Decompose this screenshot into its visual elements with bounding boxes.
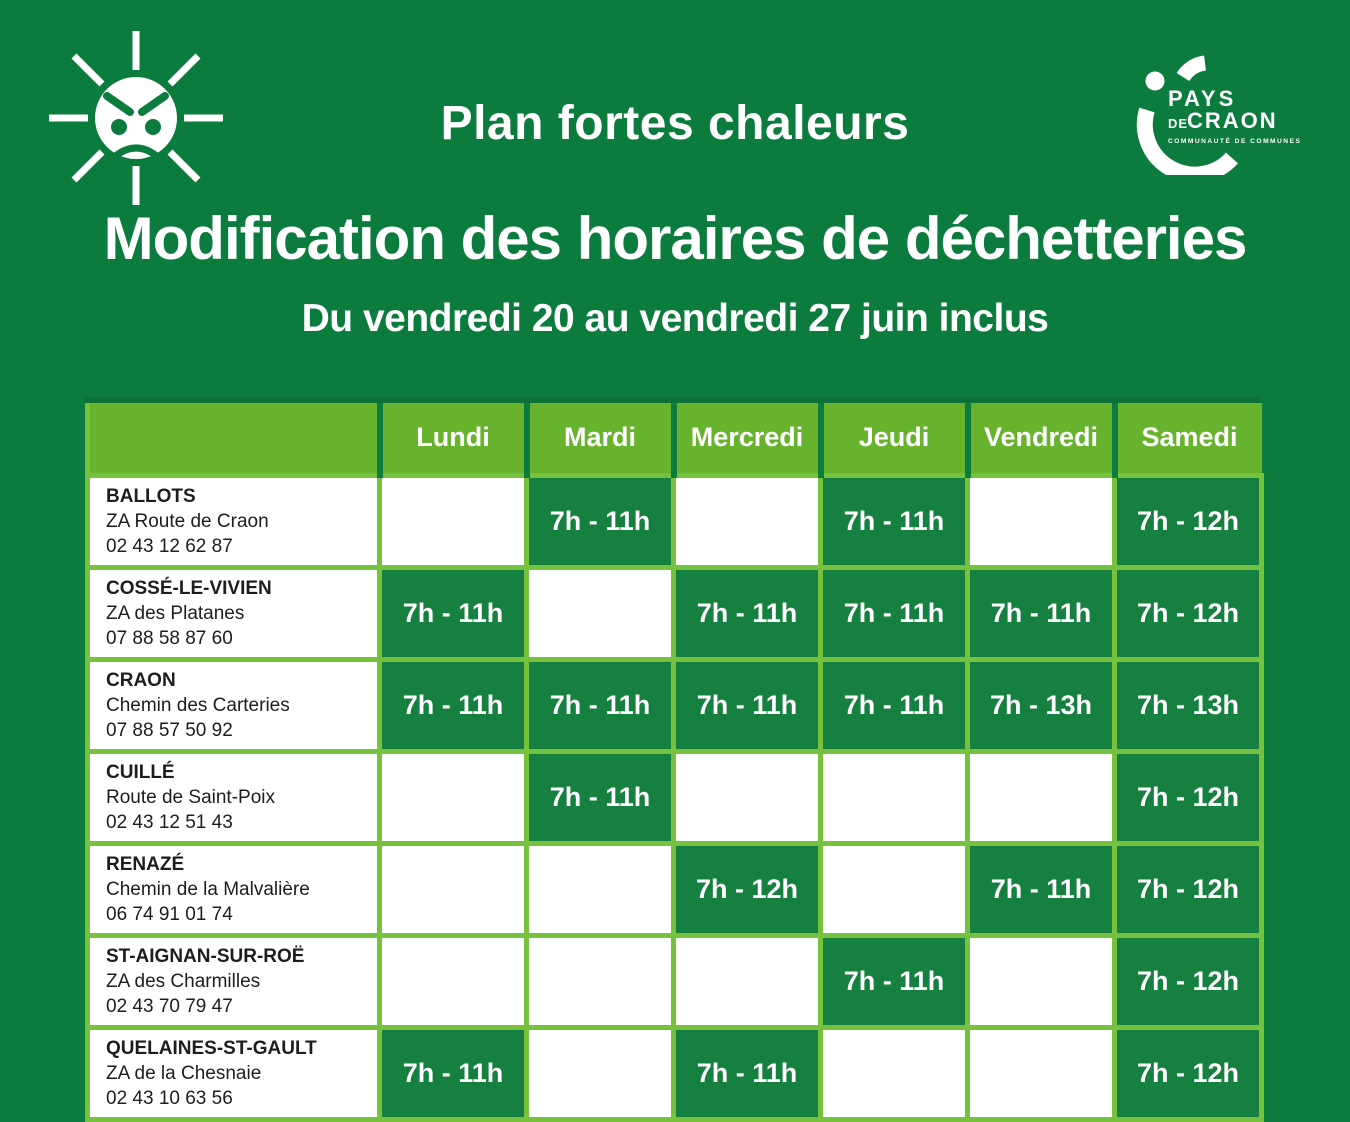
- site-phone: 07 88 58 87 60: [106, 627, 233, 649]
- site-cell: QUELAINES-ST-GAULT ZA de la Chesnaie 02 …: [85, 1024, 382, 1122]
- site-phone: 02 43 70 79 47: [106, 995, 233, 1017]
- hours-cell: [524, 1024, 676, 1122]
- site-phone: 02 43 12 51 43: [106, 811, 233, 833]
- hours-cell: 7h - 11h: [671, 1024, 823, 1122]
- site-phone: 02 43 12 62 87: [106, 535, 233, 557]
- site-address: ZA Route de Craon: [106, 510, 269, 532]
- hours-cell: [965, 1024, 1117, 1122]
- hours-cell: [524, 932, 676, 1030]
- page-title: Plan fortes chaleurs: [440, 97, 910, 150]
- hours-cell: [377, 840, 529, 938]
- day-header-samedi: Samedi: [1111, 397, 1262, 478]
- site-address: Chemin de la Malvalière: [106, 878, 310, 900]
- site-cell: BALLOTS ZA Route de Craon 02 43 12 62 87: [85, 472, 382, 570]
- day-header-vendredi: Vendredi: [964, 397, 1115, 478]
- day-header-jeudi: Jeudi: [817, 397, 968, 478]
- hours-cell: [965, 932, 1117, 1030]
- schedule-table: Lundi Mardi Mercredi Jeudi Vendredi Same…: [85, 397, 1264, 1122]
- table-row: COSSÉ-LE-VIVIEN ZA des Platanes 07 88 58…: [85, 564, 1264, 662]
- day-header-lundi: Lundi: [376, 397, 527, 478]
- hours-cell: [377, 932, 529, 1030]
- day-header-mardi: Mardi: [523, 397, 674, 478]
- site-name: CUILLÉ: [106, 761, 175, 783]
- site-address: Route de Saint-Poix: [106, 786, 275, 808]
- hours-cell: 7h - 12h: [1112, 932, 1264, 1030]
- hours-cell: 7h - 11h: [524, 656, 676, 754]
- site-name: CRAON: [106, 669, 176, 691]
- hours-cell: 7h - 11h: [818, 932, 970, 1030]
- table-row: RENAZÉ Chemin de la Malvalière 06 74 91 …: [85, 840, 1264, 938]
- hours-cell: [671, 748, 823, 846]
- site-cell: CRAON Chemin des Carteries 07 88 57 50 9…: [85, 656, 382, 754]
- hours-cell: 7h - 11h: [818, 472, 970, 570]
- smile-arc-logo-mark: [1136, 55, 1238, 175]
- angry-sun-icon: [49, 31, 223, 205]
- hours-cell: [818, 748, 970, 846]
- site-address: Chemin des Carteries: [106, 694, 290, 716]
- site-phone: 06 74 91 01 74: [106, 903, 233, 925]
- day-header-mercredi: Mercredi: [670, 397, 821, 478]
- hours-cell: 7h - 11h: [377, 656, 529, 754]
- hours-cell: 7h - 11h: [671, 656, 823, 754]
- logo-text-craon: CRAON: [1187, 108, 1278, 133]
- hours-cell: 7h - 12h: [1112, 564, 1264, 662]
- hours-cell: [818, 840, 970, 938]
- hours-cell: [965, 748, 1117, 846]
- site-name: RENAZÉ: [106, 853, 185, 875]
- site-name: QUELAINES-ST-GAULT: [106, 1037, 317, 1059]
- logo-text-de: DE: [1168, 116, 1188, 131]
- site-name: COSSÉ-LE-VIVIEN: [106, 577, 272, 599]
- hours-cell: [671, 932, 823, 1030]
- hours-cell: 7h - 11h: [818, 564, 970, 662]
- pays-de-craon-logo: PAYS DE CRAON COMMUNAUTÉ DE COMMUNES: [1136, 55, 1301, 175]
- corner-cell: [85, 397, 380, 478]
- site-cell: COSSÉ-LE-VIVIEN ZA des Platanes 07 88 58…: [85, 564, 382, 662]
- site-name: BALLOTS: [106, 485, 196, 507]
- hours-cell: [671, 472, 823, 570]
- hours-cell: 7h - 11h: [818, 656, 970, 754]
- hours-cell: 7h - 11h: [377, 1024, 529, 1122]
- table-row: CUILLÉ Route de Saint-Poix 02 43 12 51 4…: [85, 748, 1264, 846]
- table-row: QUELAINES-ST-GAULT ZA de la Chesnaie 02 …: [85, 1024, 1264, 1122]
- hours-cell: [818, 1024, 970, 1122]
- logo-tagline: COMMUNAUTÉ DE COMMUNES: [1168, 136, 1301, 145]
- table-row: ST-AIGNAN-SUR-ROË ZA des Charmilles 02 4…: [85, 932, 1264, 1030]
- logo-text-pays: PAYS: [1168, 86, 1236, 111]
- hours-cell: [524, 564, 676, 662]
- site-address: ZA des Platanes: [106, 602, 245, 624]
- site-name: ST-AIGNAN-SUR-ROË: [106, 945, 305, 967]
- main-heading: Modification des horaires de déchetterie…: [103, 205, 1248, 272]
- site-phone: 02 43 10 63 56: [106, 1087, 233, 1109]
- table-row: BALLOTS ZA Route de Craon 02 43 12 62 87…: [85, 472, 1264, 570]
- hours-cell: 7h - 12h: [1112, 840, 1264, 938]
- hours-cell: 7h - 11h: [524, 472, 676, 570]
- hours-cell: 7h - 11h: [377, 564, 529, 662]
- hours-cell: 7h - 12h: [1112, 472, 1264, 570]
- site-cell: CUILLÉ Route de Saint-Poix 02 43 12 51 4…: [85, 748, 382, 846]
- site-cell: ST-AIGNAN-SUR-ROË ZA des Charmilles 02 4…: [85, 932, 382, 1030]
- hours-cell: 7h - 12h: [671, 840, 823, 938]
- day-header-row: Lundi Mardi Mercredi Jeudi Vendredi Same…: [85, 397, 1262, 478]
- sub-heading: Du vendredi 20 au vendredi 27 juin inclu…: [301, 297, 1049, 340]
- hours-cell: 7h - 12h: [1112, 1024, 1264, 1122]
- site-address: ZA de la Chesnaie: [106, 1062, 262, 1084]
- hours-cell: 7h - 12h: [1112, 748, 1264, 846]
- hours-cell: 7h - 11h: [524, 748, 676, 846]
- hours-cell: 7h - 11h: [965, 840, 1117, 938]
- hours-cell: 7h - 13h: [1112, 656, 1264, 754]
- hours-cell: [377, 748, 529, 846]
- hours-cell: 7h - 13h: [965, 656, 1117, 754]
- hours-cell: 7h - 11h: [671, 564, 823, 662]
- poster: Plan fortes chaleurs PAYS DE CRAON COMMU…: [49, 31, 1301, 1122]
- hours-cell: [377, 472, 529, 570]
- site-cell: RENAZÉ Chemin de la Malvalière 06 74 91 …: [85, 840, 382, 938]
- table-row: CRAON Chemin des Carteries 07 88 57 50 9…: [85, 656, 1264, 754]
- hours-cell: [965, 472, 1117, 570]
- site-phone: 07 88 57 50 92: [106, 719, 233, 741]
- hours-cell: [524, 840, 676, 938]
- hours-cell: 7h - 11h: [965, 564, 1117, 662]
- site-address: ZA des Charmilles: [106, 970, 261, 992]
